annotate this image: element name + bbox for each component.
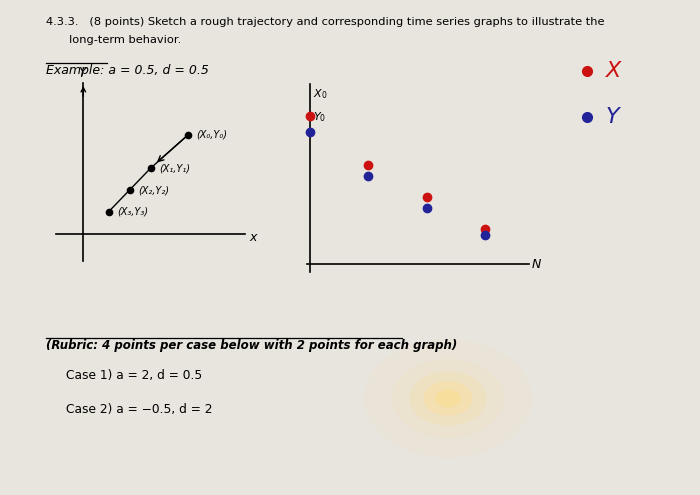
Text: Case 1) a = 2, d = 0.5: Case 1) a = 2, d = 0.5 bbox=[66, 369, 203, 382]
Text: Case 2) a = −0.5, d = 2: Case 2) a = −0.5, d = 2 bbox=[66, 403, 213, 416]
Text: N: N bbox=[532, 258, 541, 271]
Circle shape bbox=[424, 381, 473, 416]
Text: long-term behavior.: long-term behavior. bbox=[69, 35, 181, 45]
Text: (X₁,Y₁): (X₁,Y₁) bbox=[159, 163, 190, 173]
Text: $X_0$: $X_0$ bbox=[313, 87, 327, 101]
Text: Y: Y bbox=[606, 107, 620, 127]
Text: $Y_0$: $Y_0$ bbox=[313, 110, 326, 124]
Text: (X₂,Y₂): (X₂,Y₂) bbox=[138, 185, 169, 195]
Circle shape bbox=[392, 359, 504, 438]
Text: (X₃,Y₃): (X₃,Y₃) bbox=[117, 207, 148, 217]
Text: 4.3.3.   (8 points) Sketch a rough trajectory and corresponding time series grap: 4.3.3. (8 points) Sketch a rough traject… bbox=[46, 17, 604, 27]
Text: X: X bbox=[606, 61, 621, 81]
Text: x: x bbox=[249, 231, 257, 244]
Text: Y: Y bbox=[78, 66, 86, 79]
Circle shape bbox=[364, 339, 532, 458]
Text: (X₀,Y₀): (X₀,Y₀) bbox=[197, 130, 228, 140]
Text: Example: a = 0.5, d = 0.5: Example: a = 0.5, d = 0.5 bbox=[46, 64, 209, 77]
Circle shape bbox=[410, 371, 486, 426]
Text: (Rubric: 4 points per case below with 2 points for each graph): (Rubric: 4 points per case below with 2 … bbox=[46, 339, 456, 352]
Circle shape bbox=[435, 390, 461, 407]
